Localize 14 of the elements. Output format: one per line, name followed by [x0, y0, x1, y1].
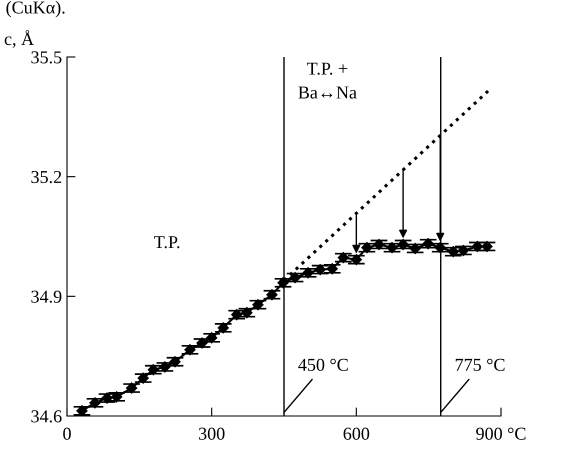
y-tick-label: 35.2 — [31, 170, 62, 184]
x-tick-label: 0 — [63, 428, 71, 440]
y-tick-label: 35.5 — [31, 51, 62, 64]
ref-line-label: 450 °C — [298, 358, 348, 371]
annotation: T.P. + Ba↔Na — [298, 62, 357, 99]
ref-line-label: 775 °C — [456, 358, 504, 371]
annotation: T.P. — [154, 236, 180, 248]
y-tick-label: 34.6 — [31, 410, 62, 423]
x-tick-label: 300 — [198, 428, 225, 440]
x-tick-label: 900 °C — [476, 428, 526, 440]
x-tick-label: 600 — [344, 428, 370, 440]
text: (CuKα). — [6, 0, 65, 18]
y-axis-title: c, Å — [4, 30, 34, 48]
y-tick-label: 34.9 — [31, 290, 62, 303]
